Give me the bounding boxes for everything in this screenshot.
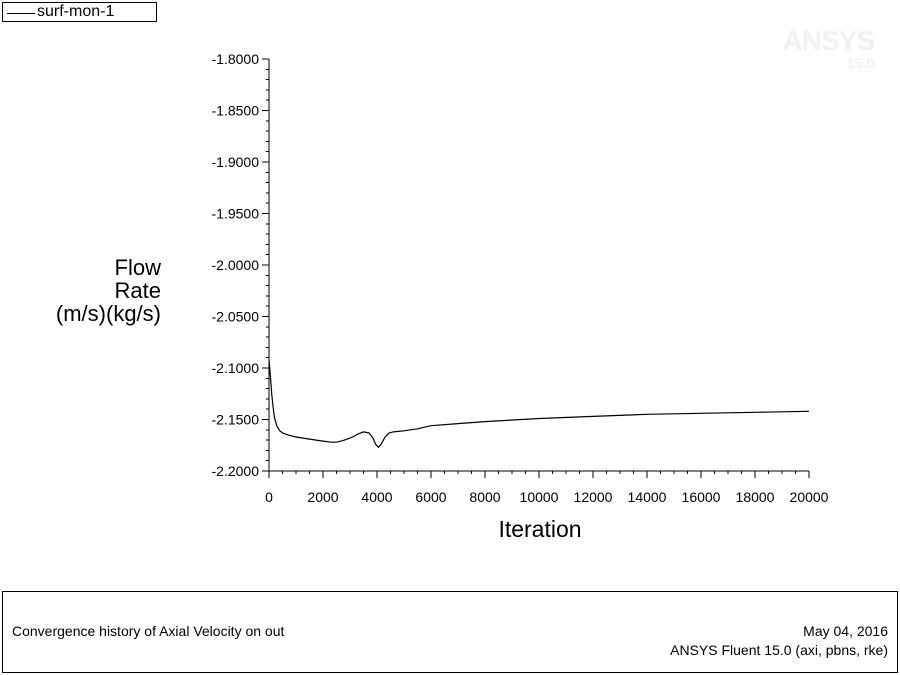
watermark-version: 15.0: [846, 55, 874, 71]
y-axis-label: Flow Rate (m/s)(kg/s): [20, 256, 161, 325]
x-tick-label: 2000: [307, 489, 338, 505]
caption-title: Convergence history of Axial Velocity on…: [12, 623, 285, 639]
x-tick-label: 20000: [790, 489, 829, 505]
y-tick-label: -1.8500: [212, 103, 260, 119]
x-tick-label: 0: [265, 489, 273, 505]
ansys-watermark-logo: ANSYS 15.0: [778, 25, 875, 71]
x-axis-label: Iteration: [498, 516, 582, 542]
x-tick-label: 18000: [736, 489, 775, 505]
caption-date: May 04, 2016: [803, 623, 888, 639]
y-axis-label-line-3: (m/s)(kg/s): [55, 301, 161, 326]
y-tick-label: -1.9500: [212, 206, 260, 222]
y-tick-label: -1.8000: [212, 51, 260, 67]
y-tick-label: -2.1500: [212, 412, 260, 428]
axes: [268, 59, 809, 472]
x-tick-label: 12000: [574, 489, 613, 505]
series-layer: [268, 359, 810, 448]
axis-ticks: [262, 58, 810, 478]
x-tick-label: 4000: [361, 489, 392, 505]
y-tick-label: -2.2000: [212, 463, 260, 479]
y-tick-label: -2.0500: [212, 309, 260, 325]
legend: surf-mon-1: [2, 2, 157, 22]
caption-box: Convergence history of Axial Velocity on…: [2, 591, 898, 673]
axis-tick-labels: -1.8000 -1.8500 -1.9000 -1.9500 -2.0000 -2.05…: [212, 51, 829, 505]
legend-line-swatch: [7, 13, 35, 14]
y-axis-label-line-2: Rate: [114, 278, 161, 303]
legend-label: surf-mon-1: [37, 3, 115, 20]
y-tick-label: -2.0000: [212, 257, 260, 273]
x-tick-label: 16000: [682, 489, 721, 505]
x-tick-label: 10000: [520, 489, 559, 505]
x-tick-label: 8000: [469, 489, 500, 505]
caption-solver-info: ANSYS Fluent 15.0 (axi, pbns, rke): [670, 642, 888, 658]
x-tick-label: 14000: [628, 489, 667, 505]
series-line-surf-mon-1: [268, 359, 810, 448]
y-axis-label-line-1: Flow: [114, 255, 161, 280]
x-tick-label: 6000: [415, 489, 446, 505]
y-tick-label: -2.1000: [212, 360, 260, 376]
watermark-name: ANSYS: [782, 25, 875, 56]
y-tick-label: -1.9000: [212, 154, 260, 170]
